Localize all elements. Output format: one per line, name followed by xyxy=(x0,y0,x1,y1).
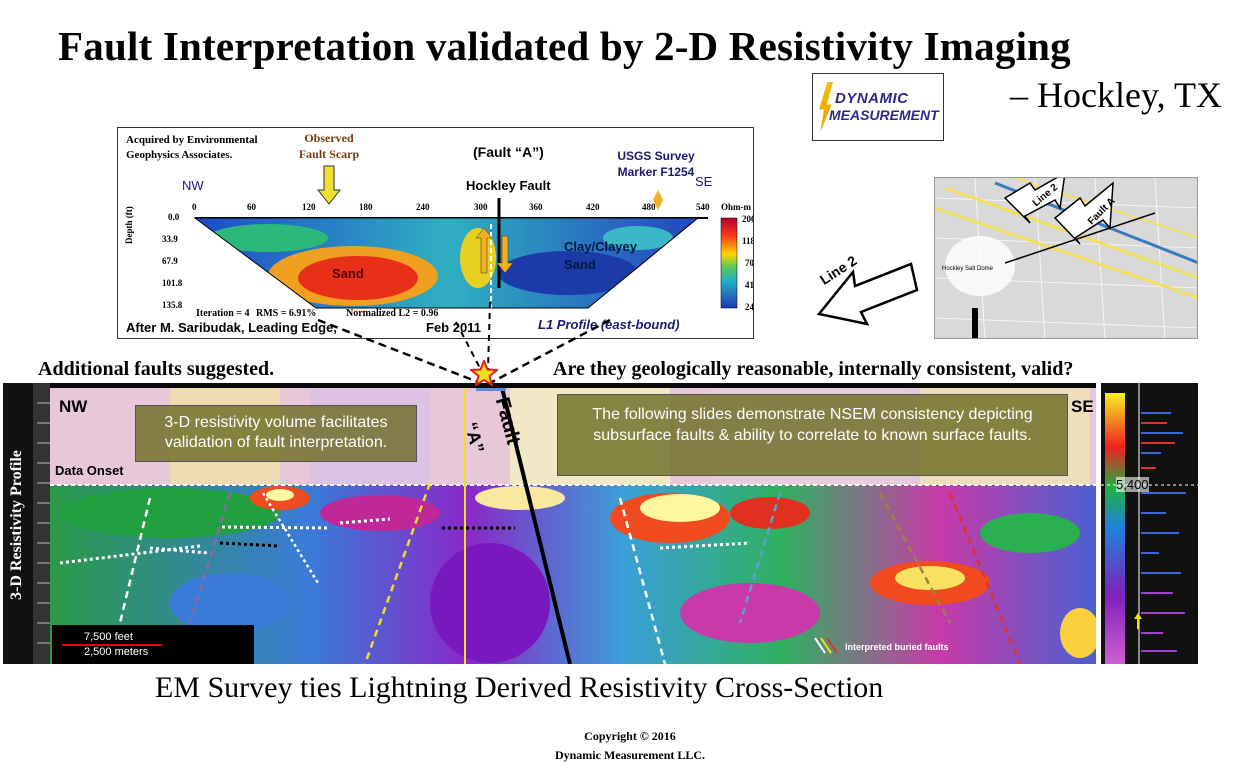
clay-label: Clay/Clayey Sand xyxy=(564,239,637,272)
location-map: Hockley Salt Dome Line 2 Fault A xyxy=(934,177,1198,339)
log-strip xyxy=(1101,383,1198,664)
depth-ruler-strip xyxy=(3,383,50,664)
inset-se-label: SE xyxy=(695,174,713,189)
xsec-nw-label: NW xyxy=(59,397,88,416)
copyright-line-2: Dynamic Measurement LLC. xyxy=(554,748,706,762)
colorbar-value: 118 xyxy=(742,236,754,246)
hockley-fault-label: Hockley Fault xyxy=(466,178,551,193)
resistivity-profile-inset: Acquired by Environmental Geophysics Ass… xyxy=(117,127,754,339)
line2-arrow-icon xyxy=(816,262,919,326)
depth-tick: 33.9 xyxy=(162,234,178,244)
inset-nw-label: NW xyxy=(182,178,204,193)
salt-dome-label: Hockley Salt Dome xyxy=(942,266,994,272)
citation-date: Feb 2011 xyxy=(426,320,481,335)
depth-marker: 5,400 xyxy=(1116,477,1149,492)
citation-text: After M. Saribudak, Leading Edge, xyxy=(126,320,337,335)
scale-meters: 2,500 meters xyxy=(84,646,149,658)
observed-fault-scarp-label: Observed Fault Scarp xyxy=(298,131,360,161)
company-logo: DYNAMIC MEASUREMENT xyxy=(812,73,944,141)
x-tick: 540 xyxy=(696,202,710,212)
copyright-line-1: Copyright © 2016 xyxy=(584,729,676,743)
x-tick: 240 xyxy=(416,202,430,212)
normalized-l2-text: Normalized L2 = 0.96 xyxy=(346,308,439,319)
page-subtitle: – Hockley, TX xyxy=(1010,75,1222,115)
colorbar-value: 70 xyxy=(745,258,754,268)
buried-faults-legend: Interpreted buried faults xyxy=(845,642,949,652)
depth-tick: 101.8 xyxy=(162,278,183,288)
x-tick: 0 xyxy=(192,202,197,212)
x-tick: 360 xyxy=(529,202,543,212)
profile-name: L1 Profile (east-bound) xyxy=(538,317,680,332)
scale-bar: 7,500 feet 2,500 meters xyxy=(52,625,254,664)
acquired-by-text: Acquired by Environmental Geophysics Ass… xyxy=(126,134,258,161)
vertical-axis-title: 3-D Resistivity Profile xyxy=(8,450,25,600)
x-tick: 420 xyxy=(586,202,600,212)
star-icon xyxy=(470,360,498,386)
xsec-se-label: SE xyxy=(1071,397,1094,416)
usgs-marker-label: USGS Survey Marker F1254 xyxy=(617,149,695,179)
x-tick: 480 xyxy=(642,202,656,212)
page-title: Fault Interpretation validated by 2-D Re… xyxy=(58,23,1071,69)
map-graphic xyxy=(935,178,1197,338)
scale-bar-line xyxy=(62,644,162,646)
heading-left: Additional faults suggested. xyxy=(38,358,275,380)
callout-validation: 3-D resistivity volume facilitates valid… xyxy=(135,405,417,462)
iteration-text: Iteration = 4 xyxy=(196,308,250,319)
scale-feet: 7,500 feet xyxy=(84,631,133,643)
heading-right: Are they geologically reasonable, intern… xyxy=(553,358,1074,380)
callout-nsem: The following slides demonstrate NSEM co… xyxy=(557,394,1068,476)
x-tick: 120 xyxy=(302,202,316,212)
depth-tick: 0.0 xyxy=(168,212,180,222)
depth-axis-label: Depth (ft) xyxy=(124,206,134,244)
colorbar-value: 41 xyxy=(745,280,754,290)
log-graphic xyxy=(1101,383,1198,664)
rms-text: RMS = 6.91% xyxy=(256,308,317,319)
sand-label: Sand xyxy=(332,266,364,281)
x-tick: 180 xyxy=(359,202,373,212)
figure-caption: EM Survey ties Lightning Derived Resisti… xyxy=(155,671,884,704)
x-tick: 300 xyxy=(474,202,488,212)
logo-line-2: MEASUREMENT xyxy=(829,107,939,123)
depth-tick: 67.9 xyxy=(162,256,178,266)
depth-tick: 135.8 xyxy=(162,300,183,310)
x-tick: 60 xyxy=(247,202,256,212)
data-onset-label: Data Onset xyxy=(55,463,124,478)
ruler-ticks xyxy=(33,383,50,664)
resistivity-cross-section: NW SE Data Onset 3-D resistivity volume … xyxy=(50,383,1096,664)
colorbar-value: 200 xyxy=(742,214,753,224)
colorbar-unit: Ohm-m xyxy=(721,202,751,212)
logo-line-1: DYNAMIC xyxy=(835,90,909,107)
profile-graphic xyxy=(193,165,738,309)
colorbar-value: 24 xyxy=(745,302,754,312)
fault-a-label: (Fault “A”) xyxy=(473,144,544,160)
